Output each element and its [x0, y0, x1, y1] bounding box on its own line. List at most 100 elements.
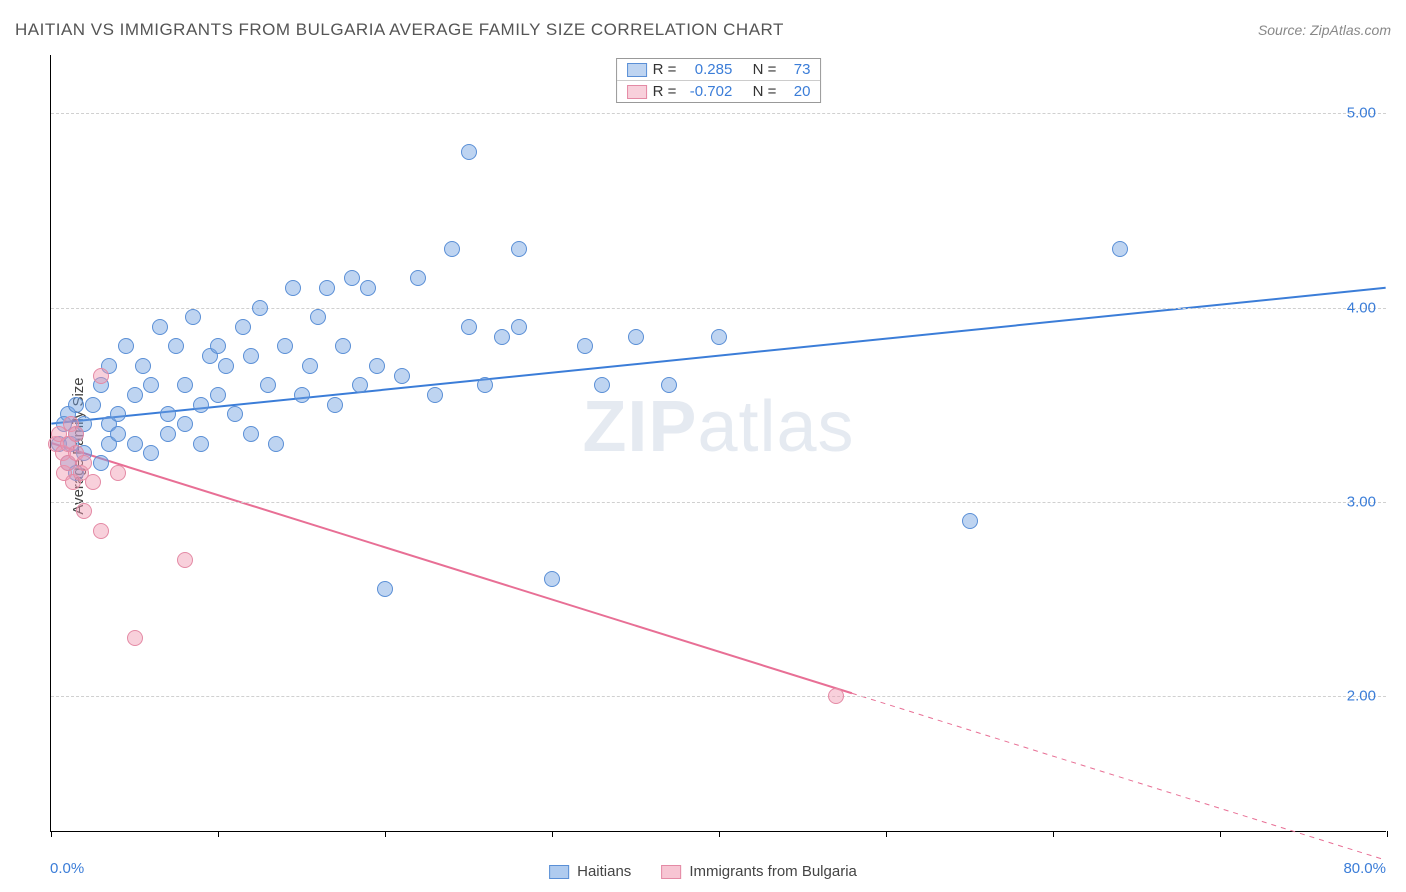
n-label: N =	[753, 61, 777, 78]
legend-item: Haitians	[549, 863, 631, 880]
data-point	[160, 406, 176, 422]
x-tick	[51, 831, 52, 837]
data-point	[177, 416, 193, 432]
x-axis-max-label: 80.0%	[1343, 860, 1386, 877]
trend-lines-svg	[51, 55, 1386, 831]
data-point	[310, 309, 326, 325]
n-label: N =	[753, 83, 777, 100]
data-point	[494, 329, 510, 345]
data-point	[76, 455, 92, 471]
data-point	[962, 513, 978, 529]
data-point	[711, 329, 727, 345]
data-point	[177, 377, 193, 393]
x-tick	[719, 831, 720, 837]
legend-swatch	[661, 865, 681, 879]
data-point	[444, 241, 460, 257]
x-tick	[385, 831, 386, 837]
data-point	[160, 426, 176, 442]
data-point	[511, 241, 527, 257]
data-point	[168, 338, 184, 354]
correlation-stats-box: R =0.285 N =73R =-0.702 N =20	[616, 58, 822, 103]
data-point	[252, 300, 268, 316]
data-point	[218, 358, 234, 374]
data-point	[594, 377, 610, 393]
trend-line	[51, 443, 852, 693]
data-point	[319, 280, 335, 296]
r-value: 0.285	[682, 61, 732, 78]
data-point	[243, 348, 259, 364]
chart-title: HAITIAN VS IMMIGRANTS FROM BULGARIA AVER…	[15, 20, 784, 40]
chart-header: HAITIAN VS IMMIGRANTS FROM BULGARIA AVER…	[15, 20, 1391, 40]
series-swatch	[627, 63, 647, 77]
data-point	[210, 338, 226, 354]
data-point	[143, 445, 159, 461]
data-point	[277, 338, 293, 354]
data-point	[193, 397, 209, 413]
data-point	[110, 426, 126, 442]
x-axis-min-label: 0.0%	[50, 860, 84, 877]
data-point	[461, 319, 477, 335]
r-label: R =	[653, 61, 677, 78]
data-point	[294, 387, 310, 403]
y-tick-label: 3.00	[1347, 493, 1376, 510]
gridline	[51, 502, 1386, 503]
data-point	[360, 280, 376, 296]
data-point	[85, 397, 101, 413]
y-tick-label: 4.00	[1347, 299, 1376, 316]
trend-line-extrapolated	[852, 693, 1386, 860]
data-point	[68, 426, 84, 442]
data-point	[511, 319, 527, 335]
data-point	[110, 406, 126, 422]
data-point	[268, 436, 284, 452]
data-point	[235, 319, 251, 335]
data-point	[127, 387, 143, 403]
data-point	[243, 426, 259, 442]
x-tick	[218, 831, 219, 837]
data-point	[302, 358, 318, 374]
y-tick-label: 5.00	[1347, 105, 1376, 122]
x-tick	[886, 831, 887, 837]
r-label: R =	[653, 83, 677, 100]
data-point	[76, 503, 92, 519]
gridline	[51, 696, 1386, 697]
data-point	[68, 397, 84, 413]
data-point	[410, 270, 426, 286]
data-point	[327, 397, 343, 413]
x-tick	[1387, 831, 1388, 837]
data-point	[828, 688, 844, 704]
data-point	[93, 368, 109, 384]
x-tick	[552, 831, 553, 837]
data-point	[260, 377, 276, 393]
x-tick	[1053, 831, 1054, 837]
stats-row: R = -0.702 N = 20	[617, 80, 821, 102]
legend-item: Immigrants from Bulgaria	[661, 863, 857, 880]
data-point	[127, 436, 143, 452]
data-point	[369, 358, 385, 374]
data-point	[143, 377, 159, 393]
data-point	[285, 280, 301, 296]
chart-plot-area: ZIPatlas R =0.285 N =73R =-0.702 N =20 2…	[50, 55, 1386, 832]
data-point	[177, 552, 193, 568]
data-point	[394, 368, 410, 384]
data-point	[377, 581, 393, 597]
data-point	[110, 465, 126, 481]
r-value: -0.702	[682, 83, 732, 100]
data-point	[352, 377, 368, 393]
data-point	[93, 455, 109, 471]
n-value: 20	[782, 83, 810, 100]
data-point	[118, 338, 134, 354]
gridline	[51, 113, 1386, 114]
data-point	[135, 358, 151, 374]
legend-label: Haitians	[577, 863, 631, 880]
y-tick-label: 2.00	[1347, 688, 1376, 705]
bottom-legend: Haitians Immigrants from Bulgaria	[549, 863, 857, 880]
data-point	[152, 319, 168, 335]
data-point	[628, 329, 644, 345]
data-point	[335, 338, 351, 354]
data-point	[1112, 241, 1128, 257]
data-point	[427, 387, 443, 403]
data-point	[85, 474, 101, 490]
data-point	[93, 523, 109, 539]
stats-row: R =0.285 N =73	[617, 59, 821, 80]
legend-label: Immigrants from Bulgaria	[689, 863, 857, 880]
